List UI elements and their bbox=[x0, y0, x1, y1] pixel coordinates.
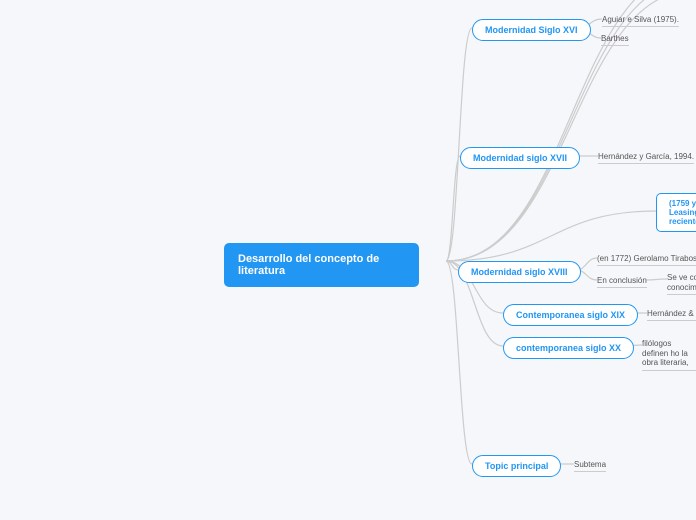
child-node-c4[interactable]: Modernidad siglo XVIII bbox=[458, 261, 581, 283]
leaf-node-l6: Hernández & Garc bbox=[647, 309, 696, 321]
leaf-node-l3: Hernández y García, 1994. bbox=[598, 152, 694, 164]
leaf-node-l5: En conclusión bbox=[597, 276, 647, 288]
leaf-node-l5b: Se ve com conocimien bbox=[667, 273, 696, 295]
child-node-c3[interactable]: (1759 y 1765) Leasing reciente bbox=[656, 193, 696, 232]
leaf-node-l2: Barthes bbox=[601, 34, 629, 46]
root-node[interactable]: Desarrollo del concepto de literatura bbox=[224, 243, 419, 287]
child-node-c1[interactable]: Modernidad Siglo XVI bbox=[472, 19, 591, 41]
child-node-c5[interactable]: Contemporanea siglo XIX bbox=[503, 304, 638, 326]
leaf-node-l7: filólogos definen ho la obra literaria, bbox=[642, 339, 696, 371]
leaf-node-l4: (en 1772) Gerolamo Tiraboschi pub bbox=[597, 254, 696, 266]
child-node-c6[interactable]: contemporanea siglo XX bbox=[503, 337, 634, 359]
child-node-c7[interactable]: Topic principal bbox=[472, 455, 561, 477]
child-node-c2[interactable]: Modernidad siglo XVII bbox=[460, 147, 580, 169]
leaf-node-l1: Aguiar e Silva (1975). bbox=[602, 15, 679, 27]
leaf-node-l8: Subtema bbox=[574, 460, 606, 472]
